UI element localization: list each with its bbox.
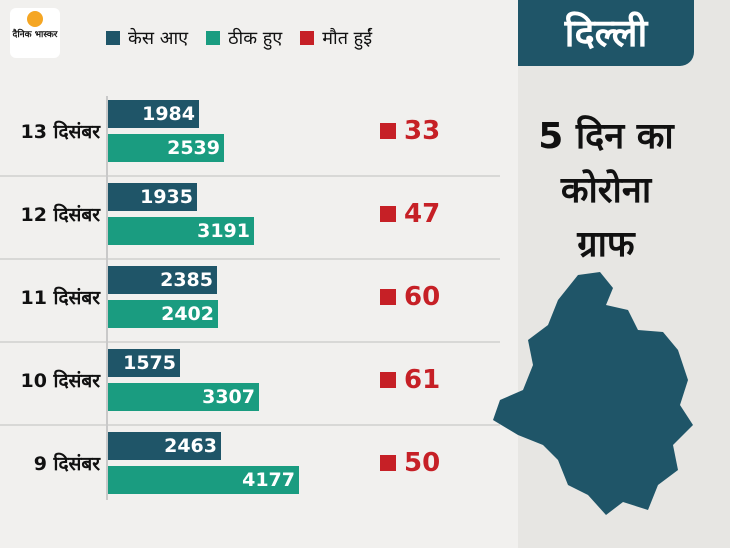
deaths-value: 50: [380, 448, 440, 478]
row-separator: [0, 258, 500, 260]
panel-title-line3: ग्राफ: [577, 224, 635, 265]
date-label: 13 दिसंबर: [20, 121, 100, 143]
deaths-label: 61: [404, 365, 441, 395]
side-panel: दिल्ली 5 दिन का कोरोना ग्राफ: [493, 0, 730, 548]
deaths-swatch: [300, 31, 315, 45]
recovered-swatch: [206, 31, 221, 45]
deaths-label: 50: [404, 448, 441, 478]
date-label: 12 दिसंबर: [20, 204, 100, 226]
deaths-marker: [380, 206, 396, 222]
cases-bar: 1984: [108, 100, 199, 128]
region-header: दिल्ली: [518, 0, 694, 66]
legend-item-deaths: मौत हुईं: [300, 26, 372, 50]
deaths-label: 60: [404, 282, 441, 312]
legend-label-recovered: ठीक हुए: [228, 28, 283, 49]
row-separator: [0, 341, 500, 343]
deaths-value: 47: [380, 199, 440, 229]
recovered-bar: 2539: [108, 134, 224, 162]
recovered-bar: 2402: [108, 300, 218, 328]
panel-title-line1: 5 दिन का: [538, 116, 674, 157]
recovered-bar: 3307: [108, 383, 259, 411]
date-label: 10 दिसंबर: [20, 370, 100, 392]
y-axis-line: [106, 96, 108, 500]
brand-logo: दैनिक भास्कर: [10, 8, 60, 58]
panel-title-line2: कोरोना: [560, 170, 652, 211]
deaths-marker: [380, 372, 396, 388]
legend: केस आए ठीक हुए मौत हुईं: [106, 26, 372, 50]
cases-bar: 1935: [108, 183, 197, 211]
deaths-label: 47: [404, 199, 441, 229]
sun-icon: [27, 11, 43, 27]
row-separator: [0, 175, 500, 177]
deaths-marker: [380, 289, 396, 305]
delhi-map-icon: [493, 272, 693, 515]
panel-title: 5 दिन का कोरोना ग्राफ: [518, 110, 694, 272]
legend-item-cases: केस आए: [106, 26, 188, 50]
logo-text: दैनिक भास्कर: [12, 30, 58, 40]
recovered-bar: 3191: [108, 217, 254, 245]
date-label: 11 दिसंबर: [20, 287, 100, 309]
cases-swatch: [106, 31, 120, 45]
cases-bar: 2463: [108, 432, 221, 460]
recovered-bar: 4177: [108, 466, 299, 494]
deaths-value: 61: [380, 365, 440, 395]
deaths-value: 33: [380, 116, 440, 146]
legend-label-cases: केस आए: [128, 28, 189, 49]
row-separator: [0, 424, 500, 426]
deaths-marker: [380, 123, 396, 139]
date-label: 9 दिसंबर: [33, 453, 100, 475]
deaths-label: 33: [404, 116, 441, 146]
deaths-marker: [380, 455, 396, 471]
cases-bar: 2385: [108, 266, 217, 294]
legend-item-recovered: ठीक हुए: [206, 26, 282, 50]
cases-bar: 1575: [108, 349, 180, 377]
deaths-value: 60: [380, 282, 440, 312]
legend-label-deaths: मौत हुईं: [322, 28, 373, 49]
